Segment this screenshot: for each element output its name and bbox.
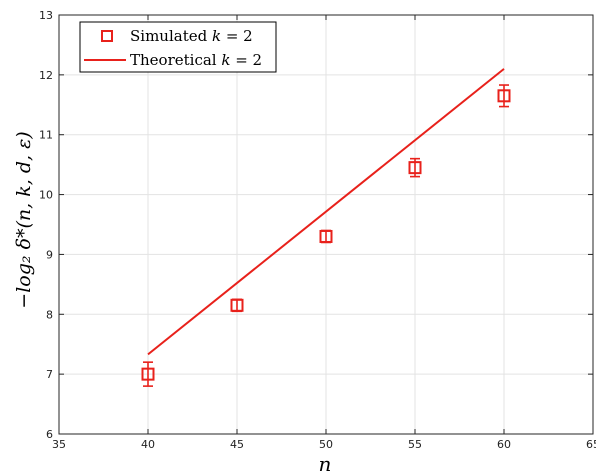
legend-theoretical-suffix: = 2: [230, 51, 262, 69]
x-tick-label: 55: [408, 438, 422, 451]
legend-simulated-var: k: [212, 27, 221, 45]
simulated-point: [230, 298, 244, 313]
square-marker: [408, 161, 422, 175]
simulated-point: [141, 361, 155, 387]
x-tick-labels: 35 40 45 50 55 60 65: [52, 438, 596, 451]
square-marker: [141, 367, 155, 381]
simulated-point: [408, 157, 422, 178]
x-tick-label: 65: [586, 438, 596, 451]
y-tick-label: 13: [39, 9, 53, 22]
simulated-point: [497, 84, 511, 108]
axis-ticks: [58, 14, 594, 435]
legend-theoretical-var: k: [221, 51, 230, 69]
y-tick-labels: 6 7 8 9 10 11 12 13: [39, 9, 53, 441]
x-axis-label: n: [319, 452, 332, 476]
x-tick-label: 50: [319, 438, 333, 451]
y-tick-label: 11: [39, 129, 53, 142]
theoretical-line: [147, 68, 505, 356]
square-marker: [497, 89, 511, 103]
x-tick-label: 35: [52, 438, 66, 451]
legend-simulated-prefix: Simulated: [130, 27, 212, 45]
x-tick-label: 60: [497, 438, 511, 451]
y-tick-label: 10: [39, 189, 53, 202]
legend-entry-simulated: Simulated k = 2: [130, 27, 253, 45]
y-tick-label: 7: [46, 368, 53, 381]
y-axis-label: −log₂ δ*(n, k, d, ε): [13, 131, 35, 308]
legend-simulated-suffix: = 2: [221, 27, 253, 45]
square-marker: [230, 298, 244, 312]
legend: Simulated k = 2 Theoretical k = 2: [79, 21, 277, 73]
x-tick-label: 45: [230, 438, 244, 451]
y-tick-label: 8: [46, 308, 53, 321]
x-tick-label: 40: [141, 438, 155, 451]
grid: [58, 14, 594, 435]
legend-marker-simulated: [101, 30, 113, 42]
legend-entry-theoretical: Theoretical k = 2: [130, 51, 262, 69]
simulated-point: [319, 229, 333, 244]
y-tick-label: 12: [39, 69, 53, 82]
square-marker: [319, 229, 333, 243]
series-layer: [141, 68, 511, 387]
legend-theoretical-prefix: Theoretical: [130, 51, 221, 69]
y-tick-label: 6: [46, 428, 53, 441]
y-tick-label: 9: [46, 248, 53, 261]
